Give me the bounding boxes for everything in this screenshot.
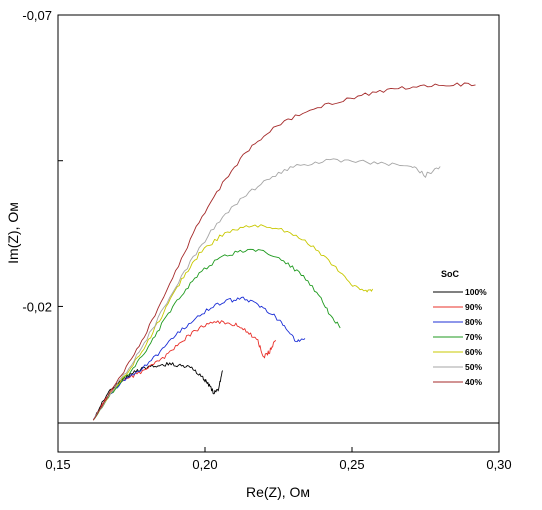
x-tick-label: 0,25 xyxy=(339,457,364,472)
series-line xyxy=(92,158,441,421)
legend-title: SoC xyxy=(441,269,460,279)
y-tick-label: -0,02 xyxy=(22,299,52,314)
y-tick-label: -0,07 xyxy=(22,8,52,23)
x-tick-label: 0,20 xyxy=(192,457,217,472)
legend-label: 90% xyxy=(465,302,482,312)
legend-label: 80% xyxy=(465,317,482,327)
plot-frame xyxy=(57,14,500,453)
series-line xyxy=(92,296,306,421)
series-line xyxy=(92,82,476,421)
y-axis-title: Im(Z), Ом xyxy=(5,202,21,264)
series-line xyxy=(92,248,341,421)
legend-label: 40% xyxy=(465,377,482,387)
series-layer xyxy=(92,82,476,421)
x-tick-label: 0,30 xyxy=(486,457,511,472)
series-line xyxy=(92,320,276,421)
legend-label: 50% xyxy=(465,362,482,372)
series-line xyxy=(92,224,374,421)
x-axis-title: Re(Z), Ом xyxy=(246,484,310,500)
axis-ticks: 0,15 0,20 0,25 0,30 -0,07 -0,02 xyxy=(22,8,511,472)
legend: SoC 100% 90% 80% 70% 60% 50% 40% xyxy=(433,269,487,387)
legend-label: 60% xyxy=(465,347,482,357)
x-tick-label: 0,15 xyxy=(45,457,70,472)
legend-label: 70% xyxy=(465,332,482,342)
legend-label: 100% xyxy=(465,287,487,297)
